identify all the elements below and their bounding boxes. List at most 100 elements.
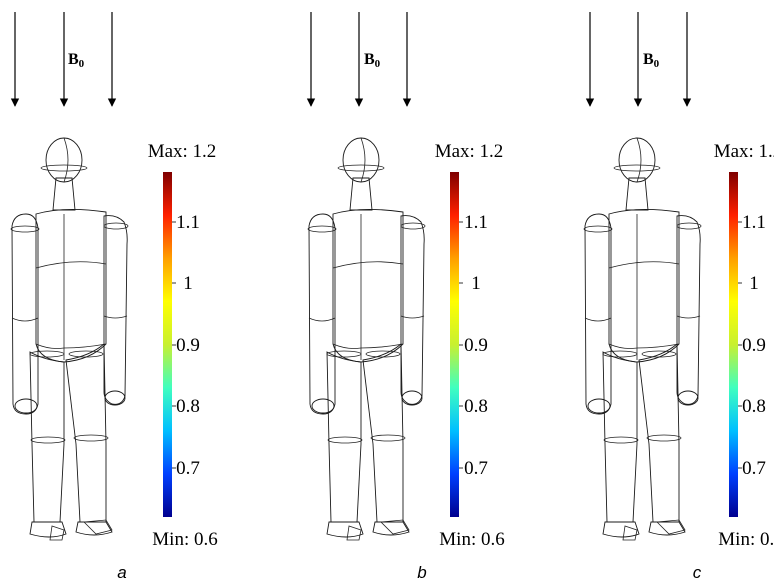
colorbar-tick-label: 0.9 bbox=[464, 335, 488, 356]
arm-seam bbox=[11, 317, 39, 322]
panel-a bbox=[10, 137, 129, 541]
body-right-arm bbox=[676, 215, 701, 405]
colorbar-tick-label: 0.7 bbox=[176, 458, 200, 479]
colorbar-tick-label: 0.9 bbox=[176, 335, 200, 356]
body-left-arm bbox=[584, 213, 612, 415]
colorbar-tick-label: 0.7 bbox=[464, 458, 488, 479]
field-label-b0: B0 bbox=[68, 51, 85, 70]
colorbar-min-label: Min: 0.6 bbox=[152, 529, 217, 550]
shoulder-ring bbox=[583, 225, 613, 233]
body-left-hand bbox=[311, 398, 335, 414]
shoulder-ring bbox=[676, 222, 702, 230]
torso-seam bbox=[608, 343, 680, 349]
shoulder-ring bbox=[103, 222, 129, 230]
torso-seam bbox=[35, 261, 107, 269]
body-neck bbox=[52, 177, 76, 211]
body-left-arm bbox=[11, 213, 39, 415]
field-label-b0: B0 bbox=[643, 51, 660, 70]
panel-b bbox=[307, 137, 426, 541]
body-left-foot bbox=[326, 521, 364, 538]
foot-mesh bbox=[49, 519, 113, 541]
panel-caption: a bbox=[117, 563, 126, 582]
torso-seam bbox=[332, 261, 404, 269]
colorbar bbox=[163, 172, 172, 517]
hip-ring bbox=[641, 350, 677, 358]
colorbar-max-label: Max: 1.2 bbox=[714, 141, 774, 162]
arm-seam bbox=[103, 315, 128, 319]
body-torso bbox=[332, 208, 404, 363]
hip-ring bbox=[365, 350, 401, 358]
colorbar-min-label: Min: 0.6 bbox=[439, 529, 504, 550]
hip-ring bbox=[602, 350, 638, 358]
hip-ring bbox=[29, 350, 65, 358]
body-left-hand bbox=[14, 398, 38, 414]
arm-seam bbox=[584, 317, 612, 322]
panel-b-annotations: B0 Max: 1.2 Min: 0.6 1.1 1 0.9 0.8 0.7 b bbox=[306, 12, 505, 582]
head-seam bbox=[360, 137, 366, 183]
arm-seam bbox=[308, 317, 336, 322]
colorbar-tick-label: 1 bbox=[749, 273, 759, 294]
body-right-arm bbox=[103, 215, 128, 405]
knee-ring bbox=[603, 436, 639, 444]
body-right-foot bbox=[648, 521, 686, 536]
body-right-leg bbox=[362, 343, 404, 523]
field-label-b0: B0 bbox=[364, 51, 381, 70]
torso-seam bbox=[332, 343, 404, 349]
body-right-hand bbox=[401, 390, 423, 406]
body-head bbox=[618, 137, 656, 183]
panel-caption: b bbox=[417, 563, 426, 582]
colorbar-tick-label: 1.1 bbox=[742, 212, 766, 233]
arm-seam bbox=[676, 315, 701, 319]
head-ring bbox=[40, 164, 88, 172]
body-torso bbox=[608, 208, 680, 363]
torso-seam bbox=[608, 261, 680, 269]
foot-mesh bbox=[346, 519, 410, 541]
body-left-foot bbox=[29, 521, 67, 538]
shoulder-ring bbox=[307, 225, 337, 233]
colorbar-max-label: Max: 1.2 bbox=[435, 141, 504, 162]
colorbar-tick-label: 1 bbox=[471, 273, 481, 294]
body-right-foot bbox=[75, 521, 113, 536]
colorbar bbox=[450, 172, 459, 517]
shoulder-ring bbox=[10, 225, 40, 233]
body-left-hand bbox=[587, 398, 611, 414]
body-torso bbox=[35, 208, 107, 363]
torso-seam bbox=[35, 343, 107, 349]
body-left-foot bbox=[602, 521, 640, 538]
body-right-foot bbox=[372, 521, 410, 536]
colorbar-max-label: Max: 1.2 bbox=[148, 141, 217, 162]
body-head bbox=[342, 137, 380, 183]
knee-ring bbox=[370, 434, 406, 442]
colorbar-tick-label: 0.8 bbox=[742, 396, 766, 417]
body-neck bbox=[349, 177, 373, 211]
panel-a-annotations: B0 Max: 1.2 Min: 0.6 1.1 1 0.9 0.8 0.7 a bbox=[10, 12, 218, 582]
hip-ring bbox=[326, 350, 362, 358]
body-right-hand bbox=[677, 390, 699, 406]
panel-c bbox=[583, 137, 702, 541]
head-seam bbox=[63, 137, 69, 183]
head-seam bbox=[636, 137, 642, 183]
colorbar-tick-label: 1.1 bbox=[176, 212, 200, 233]
body-right-arm bbox=[400, 215, 425, 405]
colorbar-tick-label: 0.9 bbox=[742, 335, 766, 356]
body-right-hand bbox=[104, 390, 126, 406]
knee-ring bbox=[646, 434, 682, 442]
body-right-leg bbox=[638, 343, 680, 523]
knee-ring bbox=[327, 436, 363, 444]
body-left-arm bbox=[308, 213, 336, 415]
colorbar-tick-label: 0.8 bbox=[176, 396, 200, 417]
body-neck bbox=[625, 177, 649, 211]
head-ring bbox=[337, 164, 385, 172]
colorbar-tick-label: 1.1 bbox=[464, 212, 488, 233]
foot-mesh bbox=[622, 519, 686, 541]
arm-seam bbox=[400, 315, 425, 319]
shoulder-ring bbox=[400, 222, 426, 230]
head-ring bbox=[613, 164, 661, 172]
panel-c-annotations: B0 Max: 1.2 Min: 0.6 1.1 1 0.9 0.8 0.7 c bbox=[585, 12, 774, 582]
colorbar-tick-label: 1 bbox=[183, 273, 193, 294]
panel-caption: c bbox=[693, 563, 702, 582]
hip-ring bbox=[68, 350, 104, 358]
knee-ring bbox=[73, 434, 109, 442]
body-right-leg bbox=[65, 343, 107, 523]
